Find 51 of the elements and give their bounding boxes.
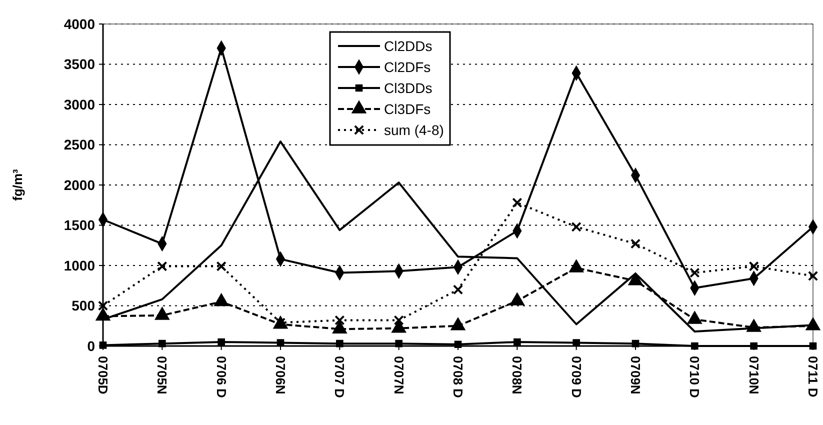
point bbox=[630, 238, 641, 249]
y-tick-label: 2500 bbox=[64, 136, 96, 153]
x-tick-label: 0710N bbox=[746, 356, 762, 394]
point bbox=[218, 338, 225, 346]
legend-label: sum (4-8) bbox=[384, 122, 444, 138]
legend-label: Cl3DFs bbox=[384, 100, 431, 117]
legend-label: Cl2DDs bbox=[384, 38, 432, 54]
point bbox=[336, 340, 344, 348]
point bbox=[808, 270, 818, 282]
point bbox=[571, 222, 582, 232]
point bbox=[98, 300, 108, 311]
x-tick-label: 0709 D bbox=[568, 356, 584, 398]
x-tick-label: 0706 D bbox=[214, 356, 229, 398]
y-axis-title: fg/m³ bbox=[10, 168, 25, 201]
x-tick-label: 0705N bbox=[154, 356, 170, 394]
point bbox=[216, 261, 226, 272]
y-tick-label: 1000 bbox=[64, 257, 96, 274]
point bbox=[691, 342, 698, 350]
y-tick-label: 0 bbox=[87, 338, 96, 354]
x-tick-label: 0709N bbox=[628, 356, 643, 394]
point bbox=[395, 340, 402, 348]
legend-label: Cl3DDs bbox=[384, 80, 432, 96]
point bbox=[157, 261, 168, 272]
y-tick-label: 1500 bbox=[64, 217, 96, 234]
x-tick-label: 0708N bbox=[510, 356, 525, 394]
x-tick-label: 0707N bbox=[391, 356, 406, 394]
point bbox=[394, 315, 404, 326]
x-tick-label: 0711 D bbox=[805, 356, 820, 398]
y-tick-label: 3500 bbox=[64, 56, 96, 72]
y-tick-label: 2000 bbox=[64, 176, 96, 193]
point bbox=[512, 198, 522, 208]
point bbox=[454, 340, 462, 348]
point bbox=[748, 261, 759, 272]
y-tick-label: 4000 bbox=[64, 16, 96, 32]
x-tick-label: 0705D bbox=[95, 356, 110, 394]
point bbox=[276, 339, 284, 346]
point bbox=[334, 315, 345, 326]
x-tick-label: 0710 D bbox=[687, 356, 702, 398]
point bbox=[750, 342, 758, 350]
point bbox=[514, 338, 521, 346]
x-tick-label: 0706N bbox=[272, 356, 288, 394]
legend-label: Cl2DFs bbox=[384, 58, 431, 75]
point bbox=[632, 340, 640, 348]
x-tick-label: 0707 D bbox=[332, 356, 348, 398]
point bbox=[572, 339, 580, 346]
y-tick-label: 3000 bbox=[64, 96, 96, 112]
point bbox=[158, 340, 166, 348]
y-tick-label: 500 bbox=[72, 298, 96, 314]
point bbox=[452, 284, 464, 295]
point bbox=[690, 268, 700, 278]
x-tick-label: 0708 D bbox=[450, 356, 466, 398]
